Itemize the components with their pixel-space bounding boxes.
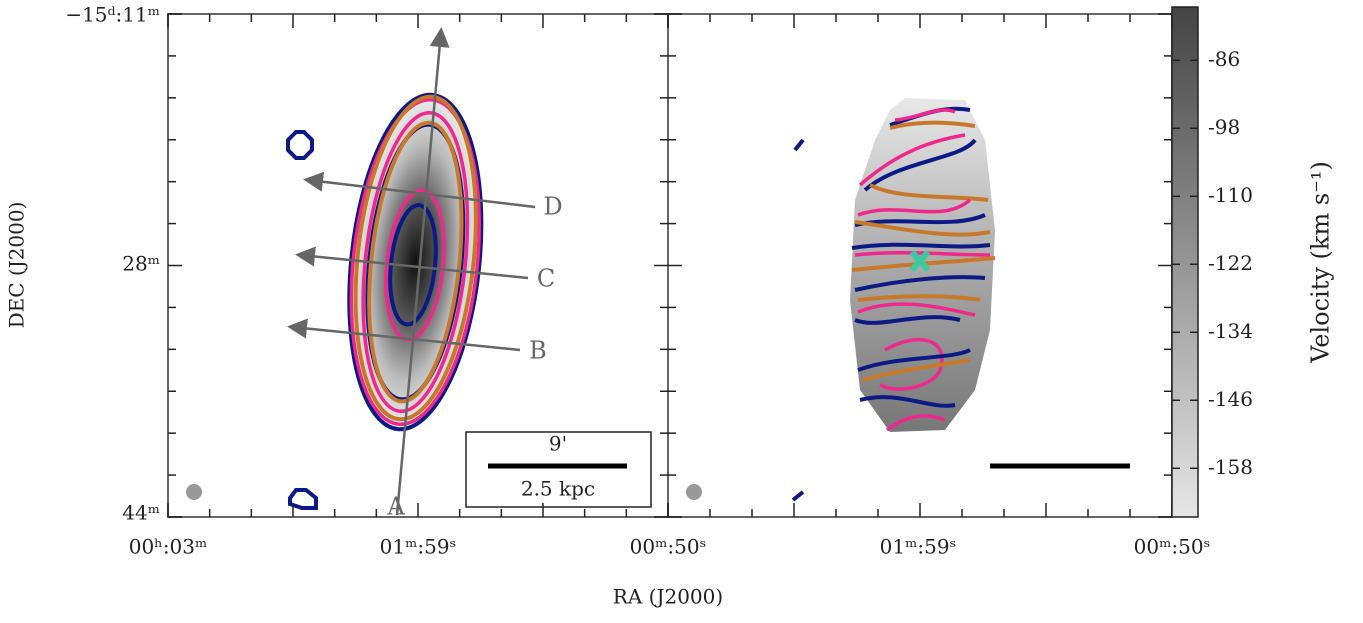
y-tick-label: 44ᵐ <box>122 501 160 525</box>
annotation: D <box>543 193 562 221</box>
left-panel: A B C D 9' 2.5 kpc <box>167 13 669 521</box>
scale-label: 2.5 kpc <box>521 477 595 501</box>
y-tick-label: −15ᵈ:11ᵐ <box>65 3 160 27</box>
x-tick-label: 00ʰ:03ᵐ <box>129 535 208 559</box>
intensity-map <box>351 94 480 430</box>
colorbar-tick-label: -122 <box>1208 251 1253 275</box>
colorbar-tick-label: -158 <box>1208 455 1253 479</box>
y-tick-label: 28ᵐ <box>122 252 160 276</box>
scale-label: 9' <box>549 432 567 456</box>
annotation: B <box>529 337 547 365</box>
x-tick-label: 01ᵐ:59ˢ <box>880 535 957 559</box>
colorbar-tick-label: -110 <box>1208 183 1253 207</box>
colorbar-tick-label: -134 <box>1208 319 1253 343</box>
annotation: A <box>386 493 405 521</box>
x-tick-label: 00ᵐ:50ˢ <box>630 535 707 559</box>
x-tick-label: 00ᵐ:50ˢ <box>1134 535 1211 559</box>
colorbar: -86 -98 -110 -122 -134 -146 -158 <box>1171 6 1253 518</box>
colorbar-tick-label: -146 <box>1208 387 1253 411</box>
right-panel <box>667 13 1173 518</box>
y-axis-title: DEC (J2000) <box>5 202 29 329</box>
frame-ticks <box>167 13 1173 518</box>
colorbar-tick-label: -98 <box>1208 115 1240 139</box>
colorbar-label: Velocity (km s⁻¹) <box>1307 161 1335 364</box>
x-axis-title: RA (J2000) <box>613 585 723 609</box>
annotation: C <box>537 265 555 293</box>
colorbar-tick-label: -86 <box>1208 47 1240 71</box>
x-tick-label: 01ᵐ:59ˢ <box>380 535 457 559</box>
